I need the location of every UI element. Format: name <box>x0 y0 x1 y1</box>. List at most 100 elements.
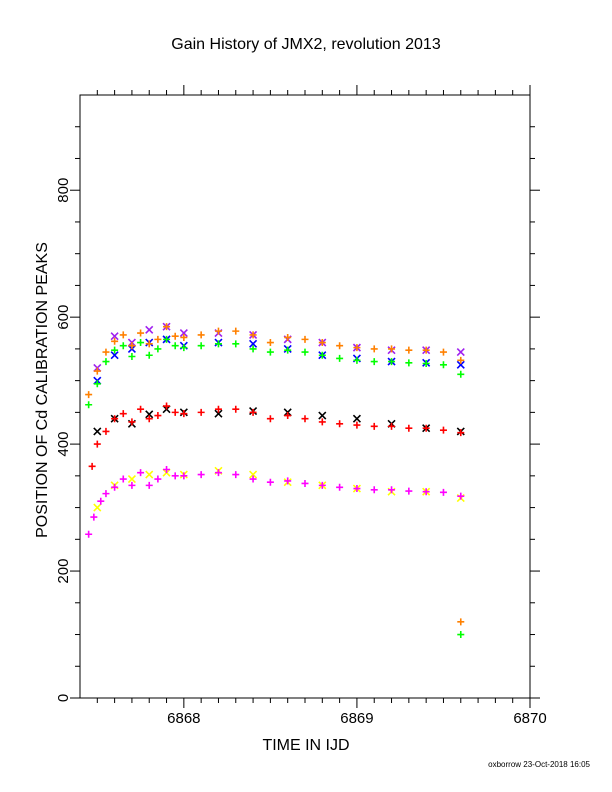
data-point <box>439 361 447 369</box>
data-point <box>111 337 119 345</box>
data-point <box>180 344 188 352</box>
data-point <box>422 424 430 432</box>
plot-frame <box>79 94 531 699</box>
data-point <box>93 440 101 448</box>
data-point <box>266 348 274 356</box>
data-point <box>352 414 361 423</box>
data-point <box>457 618 465 626</box>
data-point <box>93 367 101 375</box>
data-point <box>119 331 127 339</box>
data-point <box>163 402 171 410</box>
data-point <box>180 410 188 418</box>
data-point <box>110 351 119 360</box>
data-point <box>249 345 257 353</box>
data-point <box>457 492 465 500</box>
data-point <box>370 345 378 353</box>
data-point <box>266 478 274 486</box>
data-point <box>171 472 179 480</box>
data-point <box>232 340 240 348</box>
data-point <box>370 422 378 430</box>
data-point <box>388 422 396 430</box>
data-point <box>180 472 188 480</box>
data-point <box>97 497 105 505</box>
data-point <box>145 481 153 489</box>
data-point <box>457 429 465 437</box>
data-point <box>439 488 447 496</box>
data-point <box>422 488 430 496</box>
data-point <box>197 408 205 416</box>
data-point <box>214 340 222 348</box>
data-point <box>353 356 361 364</box>
data-point <box>111 346 119 354</box>
y-tick-label: 600 <box>55 305 72 330</box>
data-point <box>266 415 274 423</box>
data-point <box>405 346 413 354</box>
data-point <box>249 339 258 348</box>
data-point <box>388 358 396 366</box>
data-point <box>93 380 101 388</box>
data-point <box>301 479 309 487</box>
data-point <box>456 360 465 369</box>
data-point <box>266 339 274 347</box>
data-point <box>102 358 110 366</box>
data-point <box>232 405 240 413</box>
data-point <box>388 486 396 494</box>
data-point <box>353 485 361 493</box>
y-tick-label: 0 <box>55 694 72 702</box>
data-point <box>284 346 292 354</box>
data-point <box>145 325 154 334</box>
data-point <box>102 427 110 435</box>
data-point <box>111 415 119 423</box>
data-point <box>197 471 205 479</box>
data-point <box>102 490 110 498</box>
data-point <box>171 408 179 416</box>
data-point <box>405 424 413 432</box>
data-point <box>284 477 292 485</box>
data-point <box>336 354 344 362</box>
data-point <box>318 351 326 359</box>
data-point <box>197 331 205 339</box>
y-tick-label: 800 <box>55 178 72 203</box>
data-point <box>163 465 171 473</box>
data-point <box>145 415 153 423</box>
data-point <box>154 345 162 353</box>
x-tick-label: 6869 <box>340 710 373 727</box>
data-point <box>85 391 93 399</box>
data-point <box>180 333 188 341</box>
data-point <box>145 470 154 479</box>
data-point <box>214 409 223 418</box>
x-tick-label: 6870 <box>513 710 546 727</box>
data-point <box>128 418 136 426</box>
data-point <box>119 342 127 350</box>
data-point <box>163 335 171 343</box>
data-point <box>457 356 465 364</box>
data-point <box>93 503 102 512</box>
data-point <box>439 348 447 356</box>
data-point <box>370 486 378 494</box>
data-point <box>145 351 153 359</box>
data-point <box>137 339 145 347</box>
data-point <box>137 469 145 477</box>
data-point <box>145 410 154 419</box>
data-point <box>336 483 344 491</box>
data-point <box>456 348 465 357</box>
data-point <box>439 426 447 434</box>
data-point <box>154 475 162 483</box>
data-point <box>128 481 136 489</box>
chart-title: Gain History of JMX2, revolution 2013 <box>171 36 441 53</box>
y-tick-label: 200 <box>55 559 72 584</box>
data-point <box>249 475 257 483</box>
data-point <box>110 332 119 341</box>
data-point <box>422 346 430 354</box>
data-point <box>318 339 326 347</box>
data-point <box>353 421 361 429</box>
data-point <box>90 513 98 521</box>
data-point <box>284 412 292 420</box>
data-point <box>284 333 292 341</box>
data-point <box>163 323 171 331</box>
data-point <box>128 342 136 350</box>
data-point <box>318 481 326 489</box>
data-point <box>88 462 96 470</box>
